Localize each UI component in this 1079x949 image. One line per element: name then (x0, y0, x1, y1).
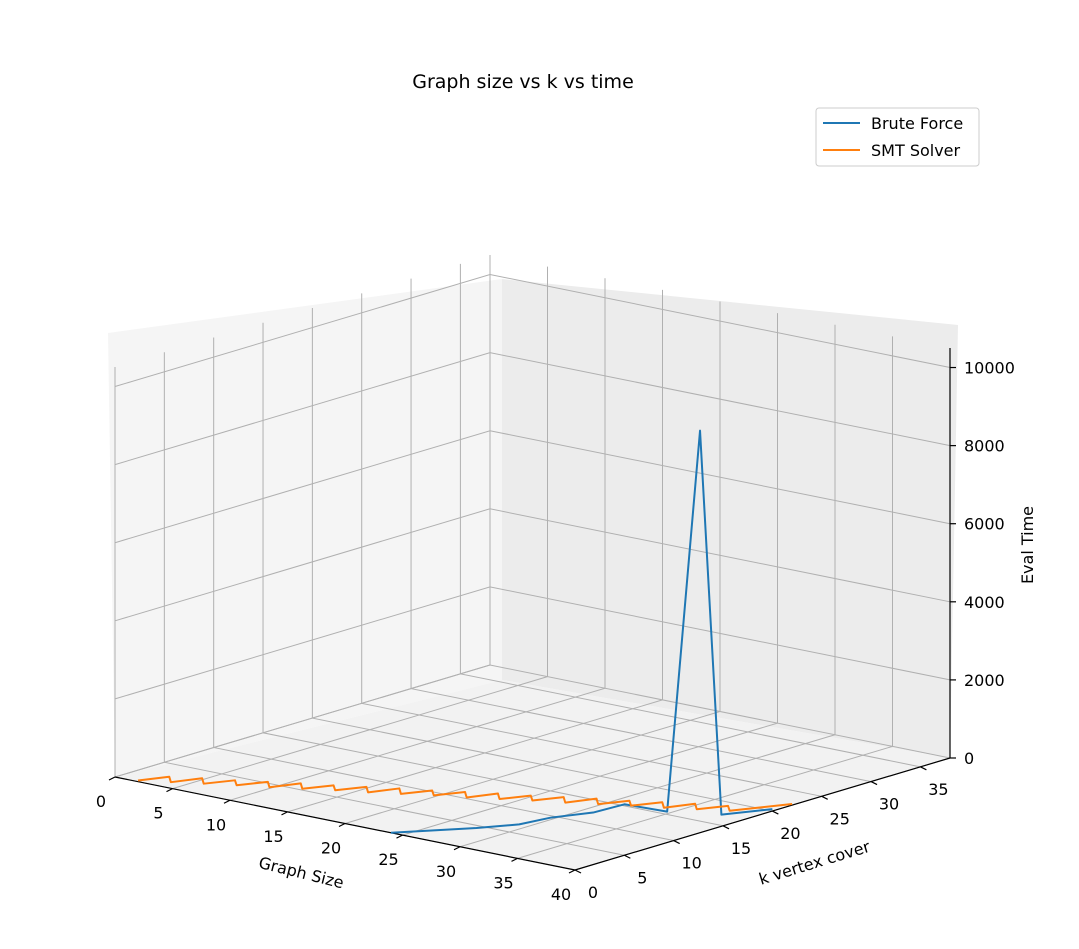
series-lines (137, 429, 793, 834)
z-grid-line (114, 508, 951, 622)
series-line-smt-solver (137, 775, 793, 812)
x-tick-mark (511, 857, 518, 862)
z-axis-label: Eval Time (1018, 506, 1037, 584)
x-tick-mark (396, 834, 403, 839)
y-tick-mark (574, 869, 582, 874)
x-tick-label: 20 (321, 839, 341, 858)
z-grid-line (114, 430, 951, 544)
y-tick-label: 25 (830, 809, 850, 828)
z-tick-label: 6000 (964, 515, 1005, 534)
x-tick-mark (108, 776, 116, 781)
y-tick-mark (722, 825, 730, 830)
z-tick-label: 4000 (964, 593, 1005, 612)
tick-labels: 0 5 10 15 20 25 30 35 40 0 5 10 15 20 25 30 35 0 2000 4000 6… (96, 359, 1015, 904)
y-tick-mark (870, 781, 878, 786)
x-tick-label: 35 (493, 873, 513, 892)
x-tick-mark (223, 799, 231, 804)
x-tick-label: 10 (206, 815, 226, 834)
y-tick-label: 5 (637, 868, 647, 887)
x-tick-mark (568, 869, 576, 874)
right-pane (502, 279, 958, 758)
legend-label-brute-force: Brute Force (871, 114, 963, 133)
x-tick-label: 40 (551, 885, 571, 904)
y-tick-label: 35 (928, 780, 948, 799)
z-tick-label: 10000 (964, 359, 1015, 378)
x-tick-label: 0 (96, 792, 106, 811)
y-tick-label: 20 (780, 824, 800, 843)
y-tick-mark (772, 810, 779, 815)
z-tick-label: 2000 (964, 671, 1005, 690)
z-grid-line (114, 664, 951, 778)
legend: Brute Force SMT Solver (815, 107, 980, 167)
z-tick-label: 0 (964, 749, 974, 768)
x-axis-label: Graph Size (257, 853, 346, 892)
y-axis-line (574, 757, 951, 871)
axes (108, 348, 956, 874)
z-grid-line (114, 274, 951, 388)
left-pane (108, 279, 502, 777)
floor-pane (115, 680, 950, 870)
z-grid-line (114, 586, 951, 700)
y-tick-mark (624, 854, 631, 859)
y-tick-label: 10 (682, 854, 702, 873)
x-tick-label: 25 (378, 850, 398, 869)
y-tick-mark (821, 795, 828, 800)
x-tick-label: 15 (263, 827, 283, 846)
y-tick-label: 15 (731, 839, 751, 858)
x-tick-mark (338, 822, 346, 828)
x-tick-mark (281, 811, 288, 816)
z-grid-line (114, 352, 951, 466)
y-tick-mark (920, 766, 927, 771)
x-tick-mark (166, 788, 173, 793)
y-tick-label: 30 (879, 795, 899, 814)
y-tick-label: 0 (588, 883, 598, 902)
y-tick-mark (673, 839, 680, 845)
x-tick-label: 30 (436, 862, 456, 881)
axes-panes (108, 279, 958, 870)
legend-label-smt-solver: SMT Solver (871, 141, 961, 160)
chart-title: Graph size vs k vs time (412, 71, 634, 93)
series-line-brute-force (390, 429, 773, 834)
x-tick-label: 5 (153, 804, 163, 823)
y-axis-label: k vertex cover (757, 837, 873, 889)
x-tick-mark (453, 846, 461, 851)
z-tick-label: 8000 (964, 437, 1005, 456)
